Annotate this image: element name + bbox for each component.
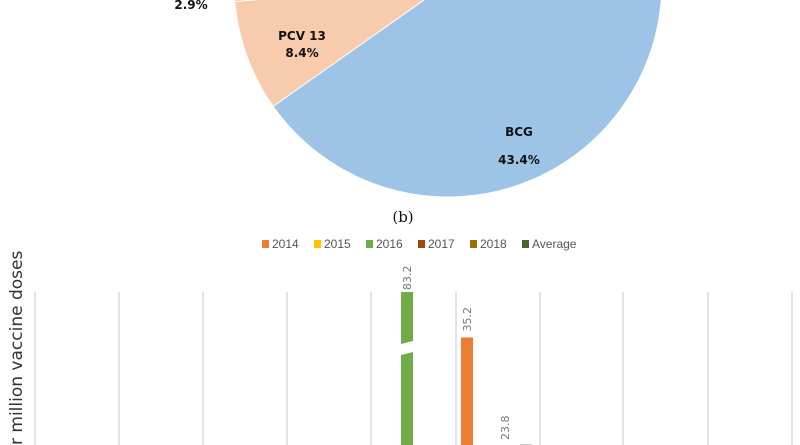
- legend-label-2018: 2018: [480, 237, 507, 251]
- legend-swatch-2015: [314, 240, 321, 248]
- legend-swatch-2016: [366, 240, 373, 248]
- legend-swatch-2014: [262, 240, 269, 248]
- legend-label-2016: 2016: [376, 237, 403, 251]
- pie-value-pcv13: 8.4%: [285, 46, 318, 60]
- legend-swatch-average: [522, 240, 529, 248]
- bar-data-label: 23.8: [499, 416, 512, 441]
- legend-swatch-2018: [470, 240, 477, 248]
- legend-label-average: Average: [532, 237, 577, 251]
- legend-label-2017: 2017: [428, 237, 455, 251]
- bar-2016: [401, 292, 413, 344]
- bar-data-label: 83.2: [401, 266, 414, 291]
- y-axis-label: r million vaccine doses: [7, 251, 27, 445]
- gridlines: [34, 292, 793, 445]
- bar-2016-lower: [401, 352, 413, 445]
- pie-slice-2: [234, 0, 258, 3]
- pie-label-bcg: BCG: [505, 125, 533, 139]
- legend-label-2014: 2014: [272, 237, 299, 251]
- pie-slice-bcg: [272, 0, 662, 198]
- legend-label-2015: 2015: [324, 237, 351, 251]
- figure-caption: (b): [392, 208, 413, 226]
- bar-legend: 2014 2015 2016 2017 2018 Average: [262, 237, 577, 251]
- pie-slice-1: [234, 0, 425, 108]
- bar-data-label: 35.2: [461, 307, 474, 332]
- bar-2014: [461, 337, 473, 445]
- pie-value-bcg: 43.4%: [498, 153, 540, 167]
- pie-label-pcv13: PCV 13: [278, 29, 326, 43]
- pie-value-other: 2.9%: [174, 0, 207, 12]
- legend-swatch-2017: [418, 240, 425, 248]
- pie-chart: [234, 0, 662, 198]
- bars: 83.2 35.2 23.8: [401, 266, 532, 445]
